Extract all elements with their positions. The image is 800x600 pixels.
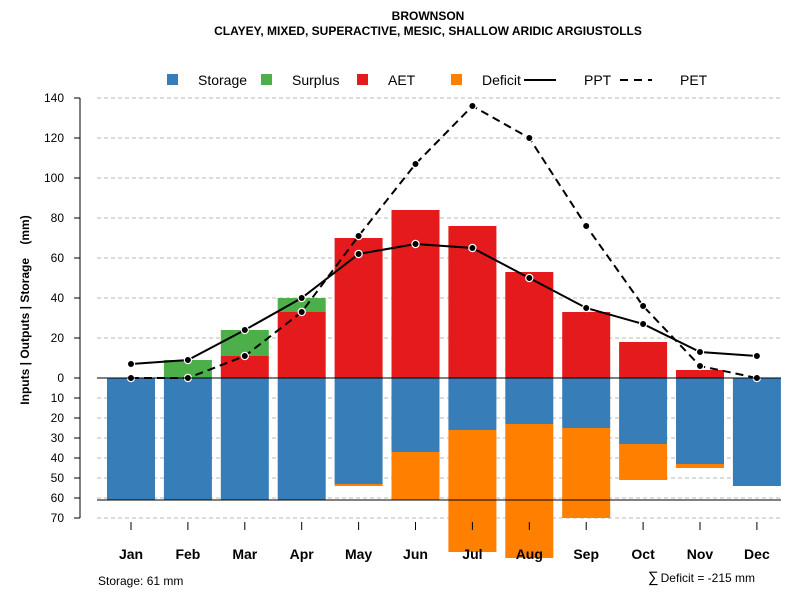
- bar-aet: [676, 370, 724, 378]
- legend-label-pet: PET: [680, 72, 708, 88]
- legend-label-surplus: Surplus: [292, 72, 339, 88]
- bar-deficit: [334, 484, 383, 486]
- y-tick-label: 60: [51, 491, 65, 505]
- pet-point: [525, 133, 534, 143]
- x-tick-label: Jan: [119, 546, 143, 562]
- legend-swatch-aet: [357, 74, 368, 85]
- bar-aet: [505, 272, 554, 378]
- x-tick-label: Feb: [175, 546, 200, 562]
- bar-aet: [619, 342, 668, 378]
- pet-point: [695, 361, 705, 371]
- legend-label-storage: Storage: [198, 72, 247, 88]
- ppt-point: [240, 325, 249, 335]
- x-tick-label: Aug: [516, 546, 543, 562]
- bar-aet: [562, 312, 611, 378]
- y-tick-label: 100: [44, 171, 64, 185]
- storage-total: Storage: 61 mm: [98, 574, 184, 588]
- x-tick-label: Jul: [462, 546, 482, 562]
- bar-storage: [334, 378, 383, 484]
- x-tick-label: Apr: [290, 546, 315, 562]
- y-tick-label: 30: [51, 431, 65, 445]
- bar-storage: [391, 378, 440, 452]
- deficit-total: ∑ Deficit = -215 mm: [648, 569, 755, 586]
- bar-storage: [448, 378, 497, 430]
- pet-line: [131, 104, 758, 379]
- y-tick-label: 0: [57, 371, 64, 385]
- legend-label-deficit: Deficit: [482, 72, 521, 88]
- pet-point: [582, 221, 591, 231]
- x-tick-label: May: [345, 546, 372, 562]
- pet-point: [468, 101, 477, 111]
- x-tick-label: Sep: [573, 546, 599, 562]
- y-tick-label: 40: [51, 291, 65, 305]
- ppt-point: [354, 249, 363, 259]
- bar-surplus: [277, 298, 326, 312]
- pet-point: [411, 159, 420, 169]
- bar-deficit: [562, 428, 611, 518]
- bar-deficit: [391, 452, 440, 500]
- ppt-point: [638, 319, 648, 329]
- bar-storage: [163, 378, 212, 500]
- ppt-point: [297, 293, 306, 303]
- y-tick-label: 120: [44, 131, 64, 145]
- ppt-point: [126, 359, 136, 369]
- ppt-point: [752, 351, 762, 361]
- y-tick-label: 60: [51, 251, 65, 265]
- ppt-point: [411, 239, 420, 249]
- y-tick-label: 50: [51, 471, 65, 485]
- y-tick-label: 140: [44, 91, 64, 105]
- bar-storage: [732, 378, 781, 486]
- chart-subtitle: CLAYEY, MIXED, SUPERACTIVE, MESIC, SHALL…: [214, 24, 642, 38]
- bar-storage: [505, 378, 554, 424]
- bar-storage: [107, 378, 155, 500]
- ppt-point: [525, 273, 534, 283]
- pet-point: [297, 307, 306, 317]
- y-tick-label: 40: [51, 451, 65, 465]
- bar-surplus: [220, 330, 269, 356]
- legend-swatch-surplus: [261, 74, 272, 85]
- bar-aet: [334, 238, 383, 378]
- ppt-point: [582, 303, 591, 313]
- x-tick-label: Dec: [744, 546, 770, 562]
- x-tick-label: Nov: [687, 546, 714, 562]
- x-tick-label: Oct: [631, 546, 655, 562]
- bar-deficit: [448, 430, 497, 552]
- x-tick-label: Mar: [232, 546, 257, 562]
- y-tick-label: 70: [51, 511, 65, 525]
- pet-point: [354, 231, 363, 241]
- legend-label-ppt: PPT: [584, 72, 612, 88]
- bar-storage: [277, 378, 326, 500]
- y-axis-label: Inputs | Outputs | Storage (mm): [18, 215, 32, 404]
- bar-storage: [562, 378, 611, 428]
- y-tick-label: 20: [51, 331, 65, 345]
- pet-point: [240, 351, 249, 361]
- ppt-point: [695, 347, 705, 357]
- bar-storage: [220, 378, 269, 500]
- y-tick-label: 80: [51, 211, 65, 225]
- chart-title: BROWNSON: [391, 9, 465, 23]
- legend-swatch-storage: [167, 74, 178, 85]
- bar-storage: [676, 378, 724, 464]
- ppt-point: [468, 243, 477, 253]
- bar-deficit: [619, 444, 668, 480]
- bar-deficit: [676, 464, 724, 468]
- bar-aet: [277, 312, 326, 378]
- ppt-point: [183, 355, 193, 365]
- deficit-total-text: Deficit = -215 mm: [660, 571, 755, 585]
- pet-point: [638, 301, 648, 311]
- legend-label-aet: AET: [388, 72, 416, 88]
- sigma-icon: ∑: [647, 569, 659, 586]
- legend-swatch-deficit: [451, 74, 462, 85]
- ppt-line: [130, 242, 757, 365]
- x-tick-label: Jun: [403, 546, 428, 562]
- bar-storage: [619, 378, 668, 444]
- y-tick-label: 20: [51, 411, 65, 425]
- bar-aet: [391, 210, 440, 378]
- bar-deficit: [505, 424, 554, 558]
- y-tick-label: 10: [51, 391, 65, 405]
